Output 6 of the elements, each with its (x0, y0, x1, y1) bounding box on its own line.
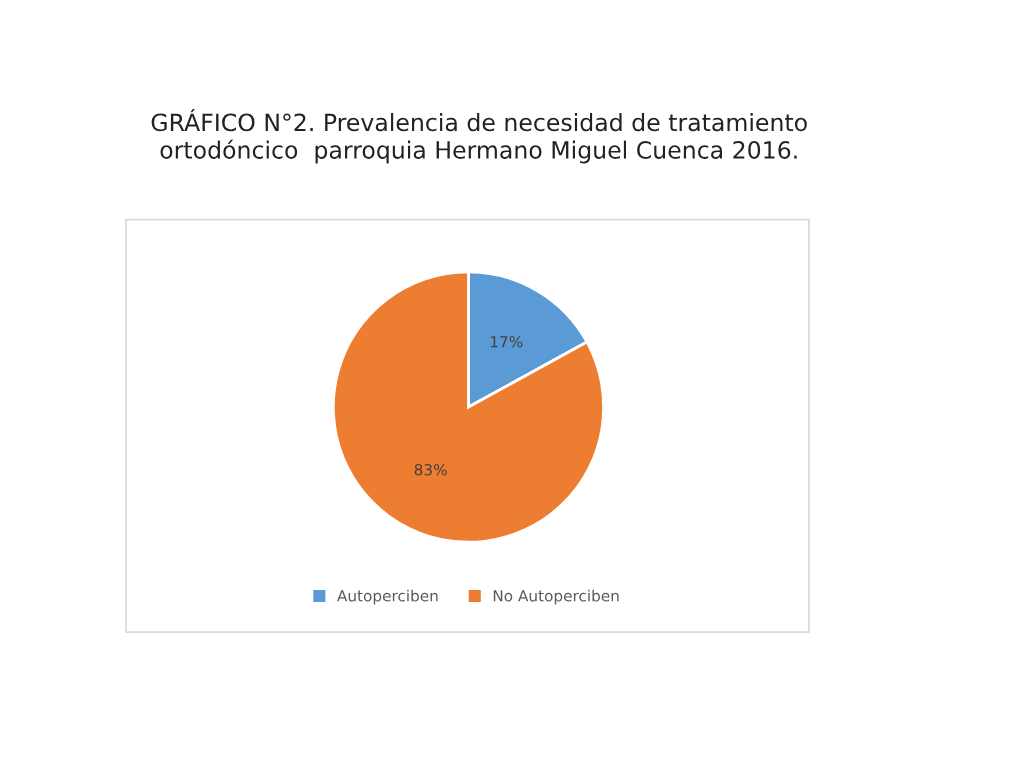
data-label: 17% (491, 335, 523, 348)
legend-label: Autoperciben (337, 589, 438, 605)
data-label: 83% (414, 463, 447, 476)
pie-slice (331, 270, 606, 544)
legend-label: No Autoperciben (493, 589, 619, 605)
chart-title: GRÁFICO N°2. Prevalencia de necesidad de tratamiento ortodóncico parroquia Hermano Miguel Cuenca 2016. (151, 109, 807, 164)
